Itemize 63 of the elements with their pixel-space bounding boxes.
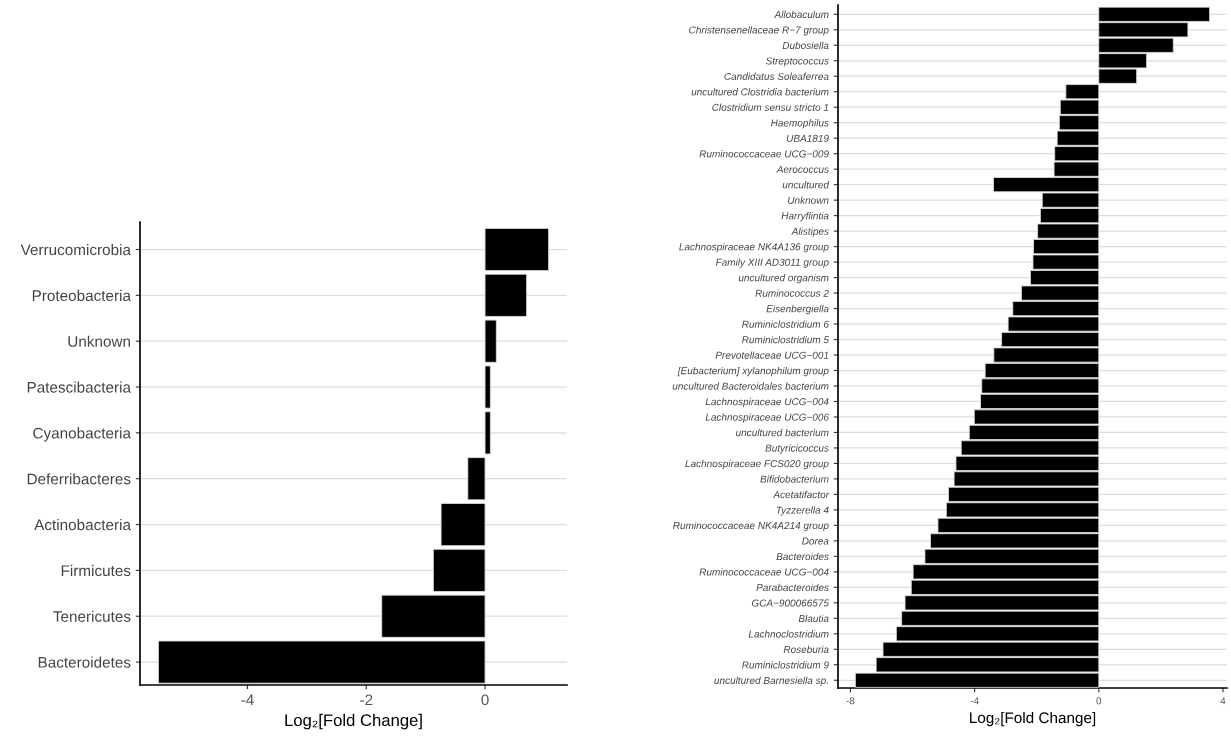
y-tick-label: Lachnospiraceae UCG−004 bbox=[705, 397, 829, 408]
x-tick-label: -8 bbox=[846, 697, 855, 705]
y-tick-label: Firmicutes bbox=[61, 564, 131, 577]
y-tick-label: Ruminococcus 2 bbox=[755, 289, 829, 297]
y-tick-label: Candidatus Soleaferrea bbox=[724, 72, 829, 80]
y-tick-label: Eisenbergiella bbox=[766, 304, 829, 315]
y-tick-label: uncultured organism bbox=[738, 273, 829, 284]
x-axis-title: Log₂[Fold Change] bbox=[970, 711, 1096, 727]
y-tick-label: Lachnospiraceae NK4A136 group bbox=[679, 242, 829, 253]
y-tick-label: Haemophilus bbox=[770, 119, 829, 129]
y-tick-label: [Eubacterium] xylanophilum group bbox=[677, 366, 829, 377]
y-tick-label: Aerococcus bbox=[776, 165, 829, 173]
y-tick-label: Deferribacteres bbox=[27, 473, 131, 485]
y-tick-label: Acetatifactor bbox=[772, 490, 830, 499]
y-tick-label: Tyzzerella 4 bbox=[776, 506, 829, 516]
y-tick-label: Allobaculum bbox=[774, 10, 829, 19]
y-tick-label: uncultured bacterium bbox=[736, 428, 829, 437]
y-tick-label: Family XIII AD3011 group bbox=[715, 258, 829, 268]
y-tick-label: Roseburia bbox=[783, 645, 829, 653]
y-tick-label: Ruminiclostridium 5 bbox=[742, 335, 829, 344]
y-tick-label: uncultured Bacteroidales bacterium bbox=[672, 382, 829, 390]
y-tick-label: Butyricicoccus bbox=[765, 444, 829, 454]
y-tick-label: uncultured Clostridia bacterium bbox=[691, 88, 829, 96]
y-tick-label: Lachnospiraceae FCS020 group bbox=[685, 459, 829, 470]
y-tick-label: Dorea bbox=[802, 537, 829, 545]
x-tick-label: 0 bbox=[481, 694, 489, 706]
x-tick-label: -4 bbox=[241, 694, 254, 706]
y-tick-label: Lachnoclostridium bbox=[748, 630, 829, 638]
y-tick-label: Ruminiclostridium 9 bbox=[742, 661, 829, 669]
y-tick-label: Unknown bbox=[788, 196, 829, 204]
y-tick-label: Patescibacteria bbox=[27, 381, 131, 393]
y-tick-label: Prevotellaceae UCG−001 bbox=[715, 351, 829, 359]
y-tick-label: Ruminococcaceae UCG−009 bbox=[699, 150, 829, 158]
y-tick-label: Verrucomicrobia bbox=[20, 243, 131, 256]
y-tick-label: Dubosiella bbox=[782, 41, 829, 49]
y-tick-label: Bacteroides bbox=[776, 552, 829, 561]
y-tick-label: UBA1819 bbox=[786, 134, 829, 142]
y-tick-label: Unknown bbox=[68, 335, 130, 347]
y-tick-label: Ruminiclostridium 6 bbox=[742, 320, 829, 328]
y-tick-label: Actinobacteria bbox=[34, 519, 131, 531]
y-tick-label: Blautia bbox=[798, 614, 829, 623]
x-tick-label: -4 bbox=[970, 697, 979, 705]
y-tick-label: Clostridium sensu stricto 1 bbox=[712, 103, 829, 111]
y-tick-label: Proteobacteria bbox=[32, 289, 131, 302]
y-tick-label: Ruminococcaceae UCG−004 bbox=[699, 568, 829, 576]
x-tick-label: 4 bbox=[1220, 697, 1226, 705]
y-tick-label: Christensenellaceae R−7 group bbox=[689, 26, 829, 36]
y-tick-label: Bifidobacterium bbox=[760, 475, 829, 483]
y-tick-label: uncultured bbox=[782, 181, 830, 189]
x-tick-label: 0 bbox=[1096, 697, 1102, 705]
y-tick-label: Bacteroidetes bbox=[38, 656, 131, 668]
y-tick-label: Streptococcus bbox=[765, 57, 829, 67]
y-tick-label: Alistipes bbox=[791, 227, 829, 237]
y-tick-label: Lachnospiraceae UCG−006 bbox=[705, 413, 829, 423]
y-tick-label: GCA−900066575 bbox=[751, 599, 829, 607]
y-tick-label: uncultured Barnesiella sp. bbox=[714, 676, 828, 686]
y-tick-label: Cyanobacteria bbox=[33, 427, 131, 442]
x-axis-title: Log₂[Fold Change] bbox=[285, 713, 422, 730]
y-tick-label: Harryflintia bbox=[781, 212, 829, 222]
y-tick-label: Parabacteroides bbox=[756, 583, 829, 592]
y-tick-label: Tenericutes bbox=[53, 610, 131, 622]
y-tick-label: Ruminococcaceae NK4A214 group bbox=[673, 521, 829, 532]
x-tick-label: -2 bbox=[360, 694, 373, 706]
